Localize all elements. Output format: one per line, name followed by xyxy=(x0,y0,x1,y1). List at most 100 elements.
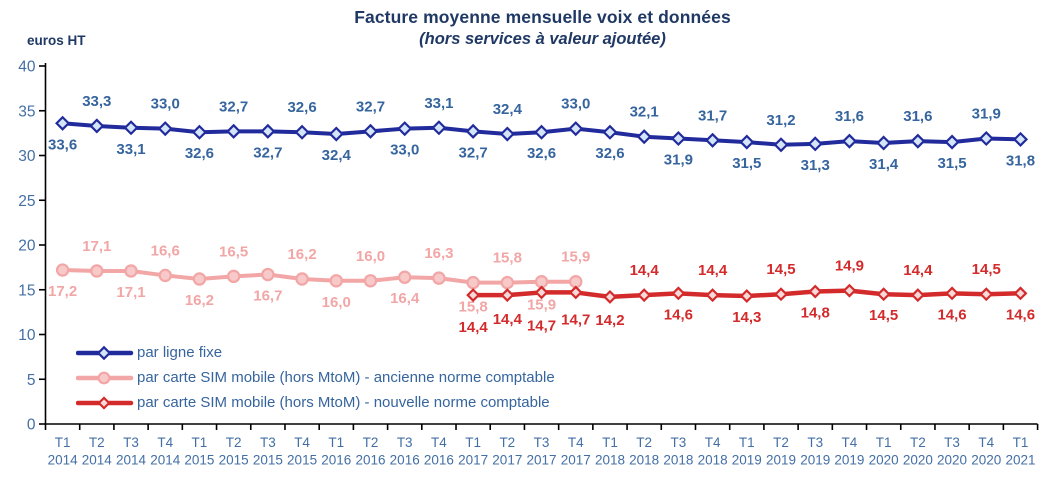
axes: 0 5 10 15 20 25 30 35 40 T1 2014 T2 2014 T3 2014 T4 2014… xyxy=(18,59,1039,468)
chart-title: Facture moyenne mensuelle voix et donnée… xyxy=(354,7,731,27)
data-point-marker xyxy=(739,289,754,303)
x-year-label: 2019 xyxy=(834,453,864,468)
value-label: 31,6 xyxy=(835,108,864,125)
value-label: 16,6 xyxy=(151,242,180,259)
value-label: 16,2 xyxy=(185,292,214,309)
x-year-label: 2014 xyxy=(82,453,113,468)
value-label: 32,1 xyxy=(630,104,659,121)
data-point-marker xyxy=(739,134,755,150)
x-year-label: 2020 xyxy=(869,453,899,468)
x-quarter-label: T2 xyxy=(499,435,515,450)
legend-item-sim-ancienne-norme: par carte SIM mobile (hors MtoM) - ancie… xyxy=(76,365,555,390)
x-quarter-label: T1 xyxy=(1013,435,1029,450)
data-point-marker xyxy=(602,124,618,140)
value-label: 16,3 xyxy=(424,245,453,262)
value-label: 14,6 xyxy=(1006,306,1035,323)
x-quarter-label: T3 xyxy=(534,435,550,450)
data-point-marker xyxy=(157,121,173,137)
value-label: 16,4 xyxy=(390,290,420,307)
x-year-label: 2017 xyxy=(458,453,488,468)
value-label: 32,7 xyxy=(356,98,385,115)
legend-item-sim-nouvelle-norme: par carte SIM mobile (hors MtoM) - nouve… xyxy=(76,390,555,415)
value-label: 32,7 xyxy=(253,144,282,161)
x-quarter-label: T1 xyxy=(465,435,481,450)
value-label: 31,5 xyxy=(732,155,761,172)
data-point-marker xyxy=(124,264,138,278)
value-label: 15,9 xyxy=(561,249,590,266)
x-quarter-label: T3 xyxy=(671,435,687,450)
value-label: 15,9 xyxy=(527,297,556,314)
x-year-label: 2018 xyxy=(698,453,728,468)
value-label: 17,2 xyxy=(48,283,77,300)
data-point-marker xyxy=(774,287,788,302)
legend-label: par ligne fixe xyxy=(137,344,223,361)
legend-line-sample-icon xyxy=(76,395,134,410)
data-point-marker xyxy=(398,270,412,284)
value-label: 32,7 xyxy=(219,98,248,115)
series-0: 33,6 33,3 33,1 33,0 32,6 32,7 32,7 32,6 32,4 32,7… xyxy=(48,93,1035,174)
data-point-marker xyxy=(466,288,481,303)
data-point-marker xyxy=(226,123,242,139)
data-point-marker xyxy=(705,288,720,303)
data-point-marker xyxy=(191,124,208,140)
data-point-marker xyxy=(533,124,550,140)
y-axis-unit-label: euros HT xyxy=(27,33,86,48)
data-point-marker xyxy=(397,121,413,137)
data-point-marker xyxy=(158,268,172,283)
value-label: 33,1 xyxy=(116,141,145,158)
value-label: 31,8 xyxy=(1006,152,1035,169)
value-label: 31,9 xyxy=(972,105,1001,122)
data-point-marker xyxy=(670,130,686,147)
value-label: 14,5 xyxy=(766,261,795,278)
value-label: 31,6 xyxy=(903,108,932,125)
legend: par ligne fixe par carte SIM mobile (hor… xyxy=(76,340,555,415)
data-point-marker xyxy=(465,123,481,139)
data-point-marker xyxy=(807,136,823,152)
value-label: 33,6 xyxy=(48,136,77,153)
data-point-marker xyxy=(637,288,652,303)
data-point-marker xyxy=(945,286,960,301)
value-label: 32,6 xyxy=(595,145,624,162)
value-label: 17,1 xyxy=(116,284,145,301)
x-year-label: 2016 xyxy=(321,453,351,468)
x-year-label: 2021 xyxy=(1005,453,1035,468)
value-label: 16,0 xyxy=(322,294,351,311)
x-year-label: 2019 xyxy=(800,453,830,468)
value-label: 33,0 xyxy=(151,96,180,113)
data-point-marker xyxy=(55,263,70,277)
data-point-marker xyxy=(603,289,617,304)
x-quarter-label: T1 xyxy=(876,435,892,450)
data-point-marker xyxy=(328,126,344,142)
x-quarter-label: T4 xyxy=(705,435,721,450)
value-label: 33,1 xyxy=(424,95,453,112)
value-label: 32,7 xyxy=(459,144,488,161)
data-point-marker xyxy=(90,264,104,278)
x-year-label: 2017 xyxy=(492,453,522,468)
data-point-marker xyxy=(978,130,994,147)
x-quarter-label: T2 xyxy=(636,435,652,450)
x-year-label: 2014 xyxy=(116,453,147,468)
x-quarter-label: T4 xyxy=(294,435,310,450)
value-label: 14,4 xyxy=(459,319,489,336)
value-label: 32,4 xyxy=(322,147,352,164)
x-quarter-label: T2 xyxy=(910,435,926,450)
value-label: 31,5 xyxy=(937,155,966,172)
y-tick-label: 30 xyxy=(18,148,36,165)
x-year-label: 2018 xyxy=(663,453,693,468)
value-label: 14,9 xyxy=(835,258,864,275)
data-point-marker xyxy=(841,133,857,149)
data-point-marker xyxy=(876,135,892,151)
x-quarter-label: T2 xyxy=(363,435,379,450)
x-year-label: 2020 xyxy=(937,453,967,468)
data-point-marker xyxy=(294,124,310,140)
x-quarter-label: T1 xyxy=(602,435,618,450)
value-label: 31,9 xyxy=(664,151,693,168)
x-quarter-label: T3 xyxy=(944,435,960,450)
value-label: 14,3 xyxy=(732,309,761,326)
x-quarter-label: T3 xyxy=(807,435,823,450)
data-point-marker xyxy=(910,133,926,149)
data-point-marker xyxy=(431,120,447,136)
y-tick-label: 10 xyxy=(18,327,36,344)
